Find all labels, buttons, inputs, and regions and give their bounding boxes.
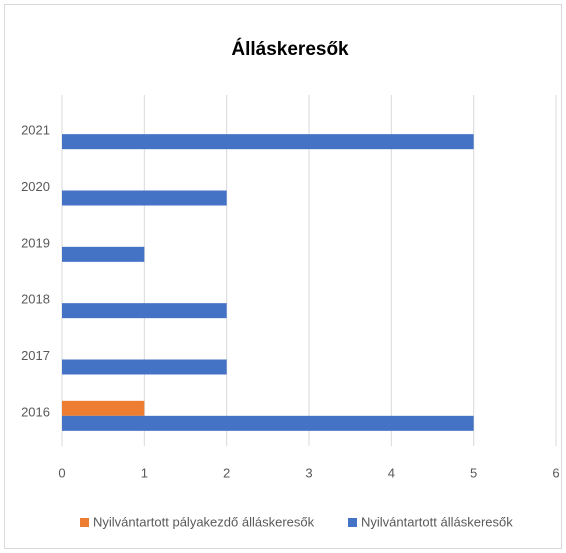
bar [62,415,474,431]
bar [62,190,227,206]
y-tick-label: 2021 [21,123,50,138]
bar [62,246,145,262]
bar [62,400,145,416]
x-tick-label: 1 [141,465,148,480]
bar [62,359,227,375]
x-tick-label: 3 [305,465,312,480]
x-tick-label: 2 [223,465,230,480]
chart-title: Álláskeresők [231,38,349,60]
x-tick-label: 6 [552,465,559,480]
y-tick-label: 2019 [21,235,50,250]
y-tick-label: 2020 [21,179,50,194]
y-tick-label: 2018 [21,292,50,307]
legend-label: Nyilvántartott pályakezdő álláskeresők [93,514,315,529]
chart-border [4,4,562,549]
x-tick-label: 0 [58,465,65,480]
legend-label: Nyilvántartott álláskeresők [361,514,513,529]
bar [62,303,227,319]
bar [62,134,474,150]
y-tick-label: 2016 [21,404,50,419]
y-tick-label: 2017 [21,348,50,363]
legend-swatch [348,518,357,527]
legend-swatch [80,518,89,527]
x-tick-label: 5 [470,465,477,480]
x-tick-label: 4 [388,465,395,480]
